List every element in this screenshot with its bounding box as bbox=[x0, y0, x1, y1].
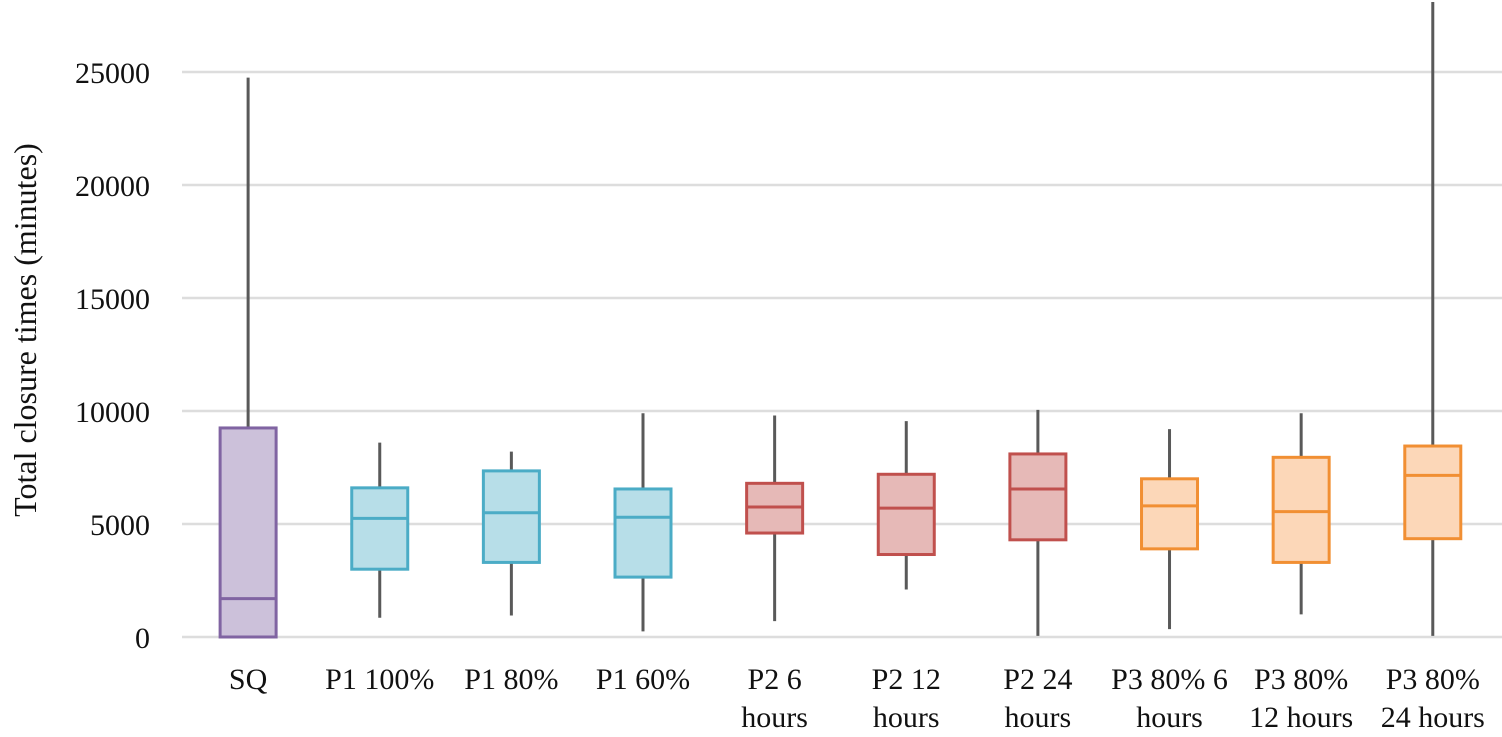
box-sq bbox=[218, 426, 278, 639]
box-p3-80-12h bbox=[1271, 455, 1331, 564]
box-p2-24h bbox=[1008, 452, 1068, 542]
x-category-label-p1-80: P1 80% bbox=[464, 663, 558, 696]
box-p1-80 bbox=[481, 469, 541, 564]
y-tick-label: 15000 bbox=[75, 283, 150, 316]
x-category-label-p1-100: P1 100% bbox=[325, 663, 434, 696]
x-category-label-sq: SQ bbox=[229, 663, 268, 696]
y-tick-label: 20000 bbox=[75, 170, 150, 203]
y-tick-label: 25000 bbox=[75, 57, 150, 90]
x-category-label-p3-80-6h: P3 80% 6 hours bbox=[1111, 663, 1228, 734]
x-category-label-p2-6h: P2 6 hours bbox=[741, 663, 808, 734]
x-category-label-p2-12h: P2 12 hours bbox=[872, 663, 941, 734]
y-tick-label: 5000 bbox=[90, 509, 150, 542]
box-p1-100 bbox=[350, 486, 410, 571]
box-p3-80-6h bbox=[1140, 477, 1200, 551]
box-p3-80-24h bbox=[1403, 444, 1463, 541]
y-tick-label: 10000 bbox=[75, 396, 150, 429]
x-category-label-p3-80-12h: P3 80% 12 hours bbox=[1249, 663, 1353, 734]
box-p2-12h bbox=[876, 472, 936, 557]
y-tick-label: 0 bbox=[135, 622, 150, 655]
x-category-label-p1-60: P1 60% bbox=[596, 663, 690, 696]
x-category-label-p2-24h: P2 24 hours bbox=[1003, 663, 1072, 734]
box-p1-60 bbox=[613, 487, 673, 579]
x-category-label-p3-80-24h: P3 80% 24 hours bbox=[1381, 663, 1485, 734]
y-axis-title: Total closure times (minutes) bbox=[7, 143, 43, 517]
